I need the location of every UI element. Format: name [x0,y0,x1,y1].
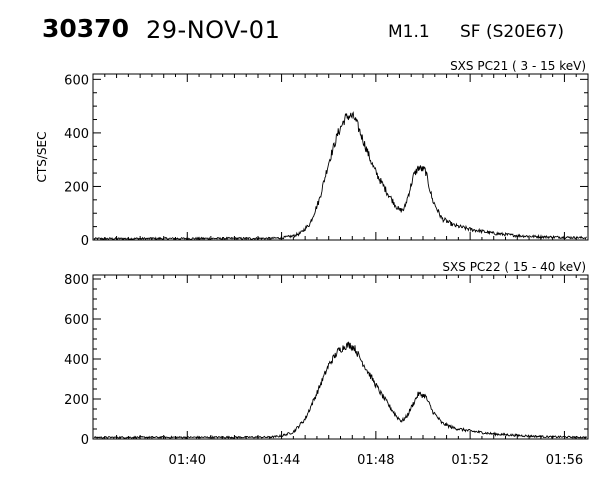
y-tick-label: 400 [64,353,89,368]
y-axis-label: CTS/SEC [35,132,49,183]
plot-frame-2 [92,274,589,440]
x-tick-label: 01:52 [451,453,488,468]
y-tick-label: 600 [64,73,89,88]
y-tick-label: 0 [81,234,89,249]
x-tick-label: 01:40 [169,453,206,468]
flare-date: 29-NOV-01 [146,16,281,44]
y-tick-label: 400 [64,127,89,142]
x-tick-label: 01:48 [357,453,394,468]
plot-frame-1 [92,73,589,241]
y-tick-label: 0 [81,433,89,448]
y-tick-label: 800 [64,273,89,288]
y-tick-label: 600 [64,313,89,328]
panel-title-2: SXS PC22 ( 15 - 40 keV) [442,260,586,274]
goes-class: M1.1 [388,22,430,42]
flare-id: 30370 [42,14,129,43]
lightcurve-trace-1 [93,111,587,241]
y-tick-label: 200 [64,393,89,408]
y-tick-label: 200 [64,180,89,195]
x-tick-label: 01:44 [263,453,300,468]
x-tick-label: 01:56 [546,453,583,468]
panel-title-1: SXS PC21 ( 3 - 15 keV) [450,59,586,73]
flare-location: SF (S20E67) [460,22,565,42]
lightcurve-trace-2 [93,341,587,440]
